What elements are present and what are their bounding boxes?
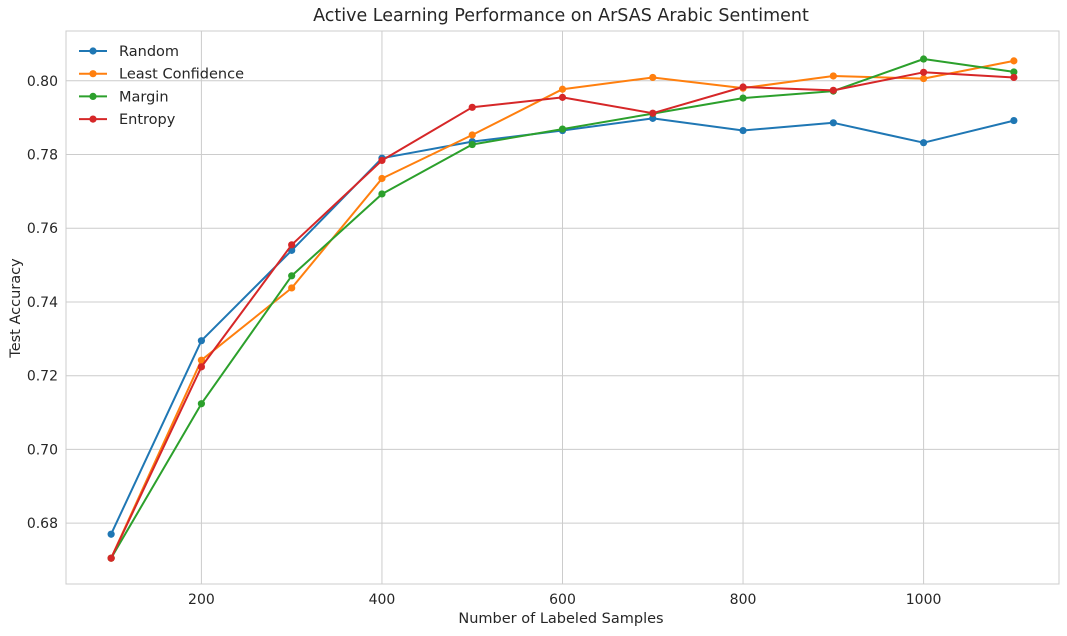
- x-tick-label: 800: [730, 592, 757, 608]
- data-point: [829, 86, 837, 94]
- data-point: [829, 72, 837, 80]
- legend: Random Least Confidence Margin Entropy: [79, 44, 244, 128]
- data-point: [468, 140, 476, 149]
- data-point: [919, 68, 928, 76]
- legend-marker: [89, 47, 97, 55]
- y-tick-label: 0.68: [27, 516, 58, 532]
- data-point: [468, 131, 476, 139]
- legend-label: Least Confidence: [119, 67, 244, 83]
- y-tick-label: 0.78: [27, 148, 58, 164]
- data-point: [1010, 68, 1018, 76]
- data-point: [197, 363, 206, 371]
- data-point: [288, 284, 296, 292]
- data-point: [378, 190, 386, 198]
- x-tick-label: 1000: [906, 592, 942, 608]
- data-point: [197, 356, 206, 364]
- data-point: [919, 74, 928, 83]
- series-entropy: [107, 68, 1018, 562]
- data-point: [1010, 57, 1018, 65]
- data-point: [1010, 116, 1018, 125]
- data-point: [1010, 73, 1018, 82]
- data-point: [197, 337, 206, 345]
- data-point: [649, 73, 657, 82]
- legend-label: Entropy: [119, 112, 176, 128]
- data-point: [288, 272, 296, 280]
- legend-marker: [89, 70, 97, 78]
- y-tick-label: 0.80: [27, 74, 58, 90]
- legend-item: Random: [79, 44, 179, 60]
- y-tick-label: 0.74: [27, 295, 58, 311]
- data-point: [558, 93, 567, 101]
- legend-marker: [89, 92, 97, 100]
- data-point: [378, 156, 386, 165]
- data-point: [558, 85, 567, 93]
- x-tick-label: 600: [549, 592, 576, 608]
- grid-lines: [66, 31, 1059, 584]
- legend-item: Margin: [79, 89, 169, 105]
- legend-label: Margin: [119, 89, 169, 105]
- y-tick-label: 0.70: [27, 442, 58, 458]
- data-point: [739, 126, 747, 135]
- data-point: [107, 530, 115, 538]
- data-point: [829, 119, 837, 127]
- legend-item: Entropy: [79, 112, 176, 128]
- data-point: [558, 125, 567, 133]
- data-point: [739, 94, 747, 102]
- y-tick-label: 0.72: [27, 369, 58, 385]
- plot-frame: [65, 30, 1060, 585]
- chart-title: Active Learning Performance on ArSAS Ara…: [313, 6, 809, 26]
- data-point: [468, 103, 476, 111]
- legend-label: Random: [119, 44, 179, 60]
- data-point: [197, 400, 206, 408]
- data-point: [107, 554, 115, 562]
- x-tick-label: 400: [369, 592, 396, 608]
- data-point: [739, 83, 747, 91]
- x-tick-label: 200: [188, 592, 215, 608]
- y-tick-labels: 0.68 0.70 0.72 0.74 0.76 0.78 0.80: [27, 74, 58, 532]
- x-tick-labels: 200 400 600 800 1000: [188, 592, 941, 608]
- y-tick-label: 0.76: [27, 221, 58, 237]
- legend-item: Least Confidence: [79, 67, 244, 83]
- data-point: [378, 174, 386, 183]
- series-lines: [107, 55, 1018, 562]
- y-axis-label: Test Accuracy: [8, 258, 24, 359]
- x-axis-label: Number of Labeled Samples: [458, 611, 663, 627]
- legend-marker: [89, 115, 97, 123]
- data-point: [288, 241, 296, 249]
- data-point: [649, 109, 657, 117]
- data-point: [919, 139, 928, 147]
- data-point: [919, 55, 928, 63]
